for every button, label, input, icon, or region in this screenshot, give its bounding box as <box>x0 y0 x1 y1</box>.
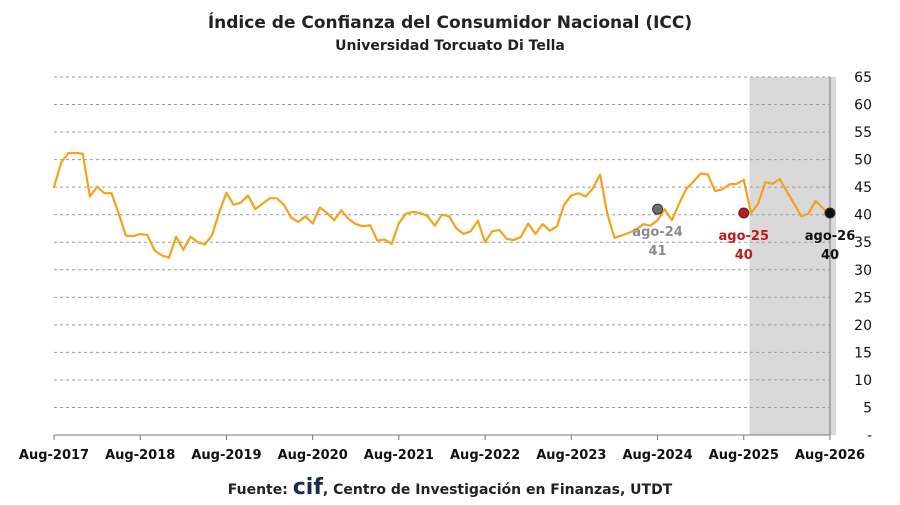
annotation-marker <box>738 207 750 219</box>
source-prefix: Fuente: <box>228 482 293 498</box>
x-tick-label: Aug-2025 <box>709 448 779 463</box>
annotation-label: ago-25 <box>719 229 770 244</box>
y-tick-labels: - 5 10 15 20 25 30 35 40 45 50 55 60 65 <box>854 70 872 444</box>
y-tick-label: 45 <box>854 180 872 196</box>
annotation-label: ago-24 <box>632 225 683 240</box>
chart-subtitle: Universidad Torcuato Di Tella <box>335 38 565 54</box>
x-tick-label: Aug-2026 <box>795 448 865 463</box>
shaded-projection-region <box>749 77 836 435</box>
y-tick-label: 60 <box>854 98 872 114</box>
axes <box>53 77 831 440</box>
cif-logo-text: cif <box>293 475 324 500</box>
x-tick-label: Aug-2022 <box>450 448 520 463</box>
y-tick-label: 65 <box>854 70 872 86</box>
y-tick-label: 50 <box>854 153 872 169</box>
y-tick-label: 10 <box>854 373 872 389</box>
annotation-value: 40 <box>821 248 839 263</box>
x-tick-label: Aug-2020 <box>278 448 348 463</box>
annotation-label: ago-26 <box>805 229 856 244</box>
y-tick-label: - <box>867 428 872 444</box>
x-tick-label: Aug-2023 <box>536 448 606 463</box>
source-note: Fuente: cif, Centro de Investigación en … <box>228 475 673 500</box>
y-tick-label: 20 <box>854 318 872 334</box>
gridlines <box>54 76 830 408</box>
x-tick-label: Aug-2021 <box>364 448 434 463</box>
annotation-marker <box>824 207 836 219</box>
annotation-value: 41 <box>649 244 667 259</box>
y-tick-label: 5 <box>863 400 872 416</box>
x-tick-label: Aug-2017 <box>19 448 89 463</box>
shaded-region-layer <box>749 77 836 435</box>
series-layer <box>52 151 832 259</box>
x-tick-labels: Aug-2017 Aug-2018 Aug-2019 Aug-2020 Aug-2021… <box>19 448 865 463</box>
y-tick-label: 15 <box>854 345 872 361</box>
annotation-marker <box>652 203 664 215</box>
annotations-layer: ago-24 41 ago-25 40 ago-26 40 <box>632 203 856 263</box>
y-tick-label: 55 <box>854 125 872 141</box>
x-tick-label: Aug-2018 <box>105 448 175 463</box>
x-tick-label: Aug-2019 <box>191 448 261 463</box>
y-tick-label: 25 <box>854 290 872 306</box>
chart-title: Índice de Confianza del Consumidor Nacio… <box>208 11 692 33</box>
source-text: , Centro de Investigación en Finanzas, U… <box>323 482 673 498</box>
y-tick-label: 35 <box>854 235 872 251</box>
annotation-value: 40 <box>735 248 753 263</box>
x-tick-label: Aug-2024 <box>622 448 692 463</box>
series-line <box>52 151 832 259</box>
y-tick-label: 40 <box>854 208 872 224</box>
y-tick-label: 30 <box>854 263 872 279</box>
